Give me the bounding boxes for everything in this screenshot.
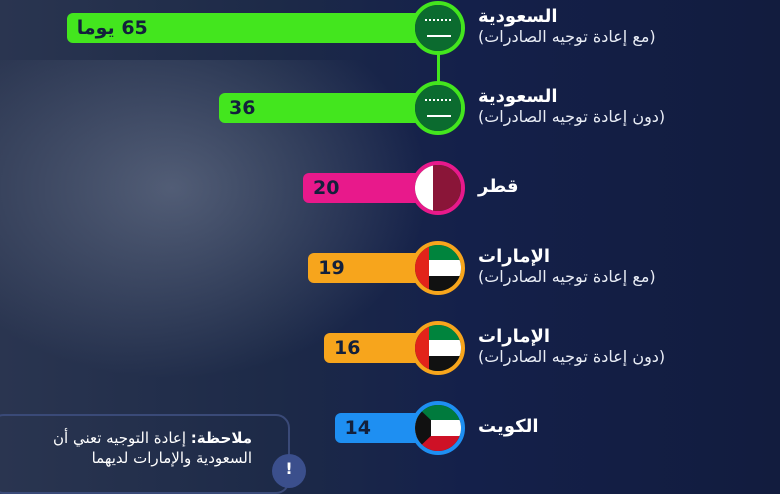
value-label: 20 [313, 177, 340, 199]
category-label: السعودية (دون إعادة توجيه الصادرات) [478, 86, 718, 126]
category-subtitle: (مع إعادة توجيه الصادرات) [478, 27, 656, 46]
category-label: الكويت [478, 416, 718, 437]
category-label: السعودية (مع إعادة توجيه الصادرات) [478, 6, 718, 46]
info-icon: ! [272, 454, 306, 488]
saudi-arabia-flag-icon [411, 81, 465, 135]
category-subtitle: (دون إعادة توجيه الصادرات) [478, 347, 666, 366]
note-box: ملاحظة: إعادة التوجيه تعني أن السعودية و… [0, 414, 290, 494]
uae-flag-icon [411, 241, 465, 295]
category-subtitle: (مع إعادة توجيه الصادرات) [478, 267, 656, 286]
note-text: إعادة التوجيه تعني أن السعودية والإمارات… [53, 429, 252, 468]
note-label: ملاحظة: [190, 429, 252, 447]
connector-line [437, 28, 440, 108]
category-title: الكويت [478, 416, 539, 437]
value-label: 65 يوما [76, 17, 148, 39]
bar: 65 يوما [66, 13, 438, 43]
value-label: 36 [229, 97, 256, 119]
value-label: 19 [318, 257, 345, 279]
category-title: الإمارات [478, 326, 551, 347]
category-title: قطر [478, 176, 519, 197]
value-label: 14 [344, 417, 371, 439]
bar-chart: 65 يوما السعودية (مع إعادة توجيه الصادرات)… [66, 1, 718, 455]
uae-flag-icon [411, 321, 465, 375]
qatar-flag-icon [411, 161, 465, 215]
category-title: السعودية [478, 6, 558, 27]
category-label: الإمارات (دون إعادة توجيه الصادرات) [478, 326, 718, 366]
category-title: الإمارات [478, 246, 551, 267]
bar: 36 [219, 93, 438, 123]
kuwait-flag-icon [411, 401, 465, 455]
value-label: 16 [334, 337, 361, 359]
saudi-arabia-flag-icon [411, 1, 465, 55]
category-label: قطر [478, 176, 718, 197]
category-subtitle: (دون إعادة توجيه الصادرات) [478, 107, 666, 126]
category-title: السعودية [478, 86, 558, 107]
category-label: الإمارات (مع إعادة توجيه الصادرات) [478, 246, 718, 286]
